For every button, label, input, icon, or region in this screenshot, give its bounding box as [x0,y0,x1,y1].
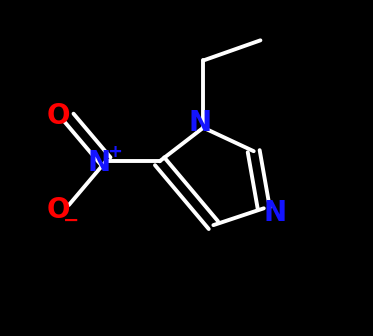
Text: O: O [46,102,70,130]
Text: +: + [107,143,122,161]
Text: O: O [46,196,70,224]
Text: N: N [264,199,287,227]
Text: N: N [88,149,111,177]
Text: N: N [188,109,211,137]
Text: −: − [63,211,80,229]
